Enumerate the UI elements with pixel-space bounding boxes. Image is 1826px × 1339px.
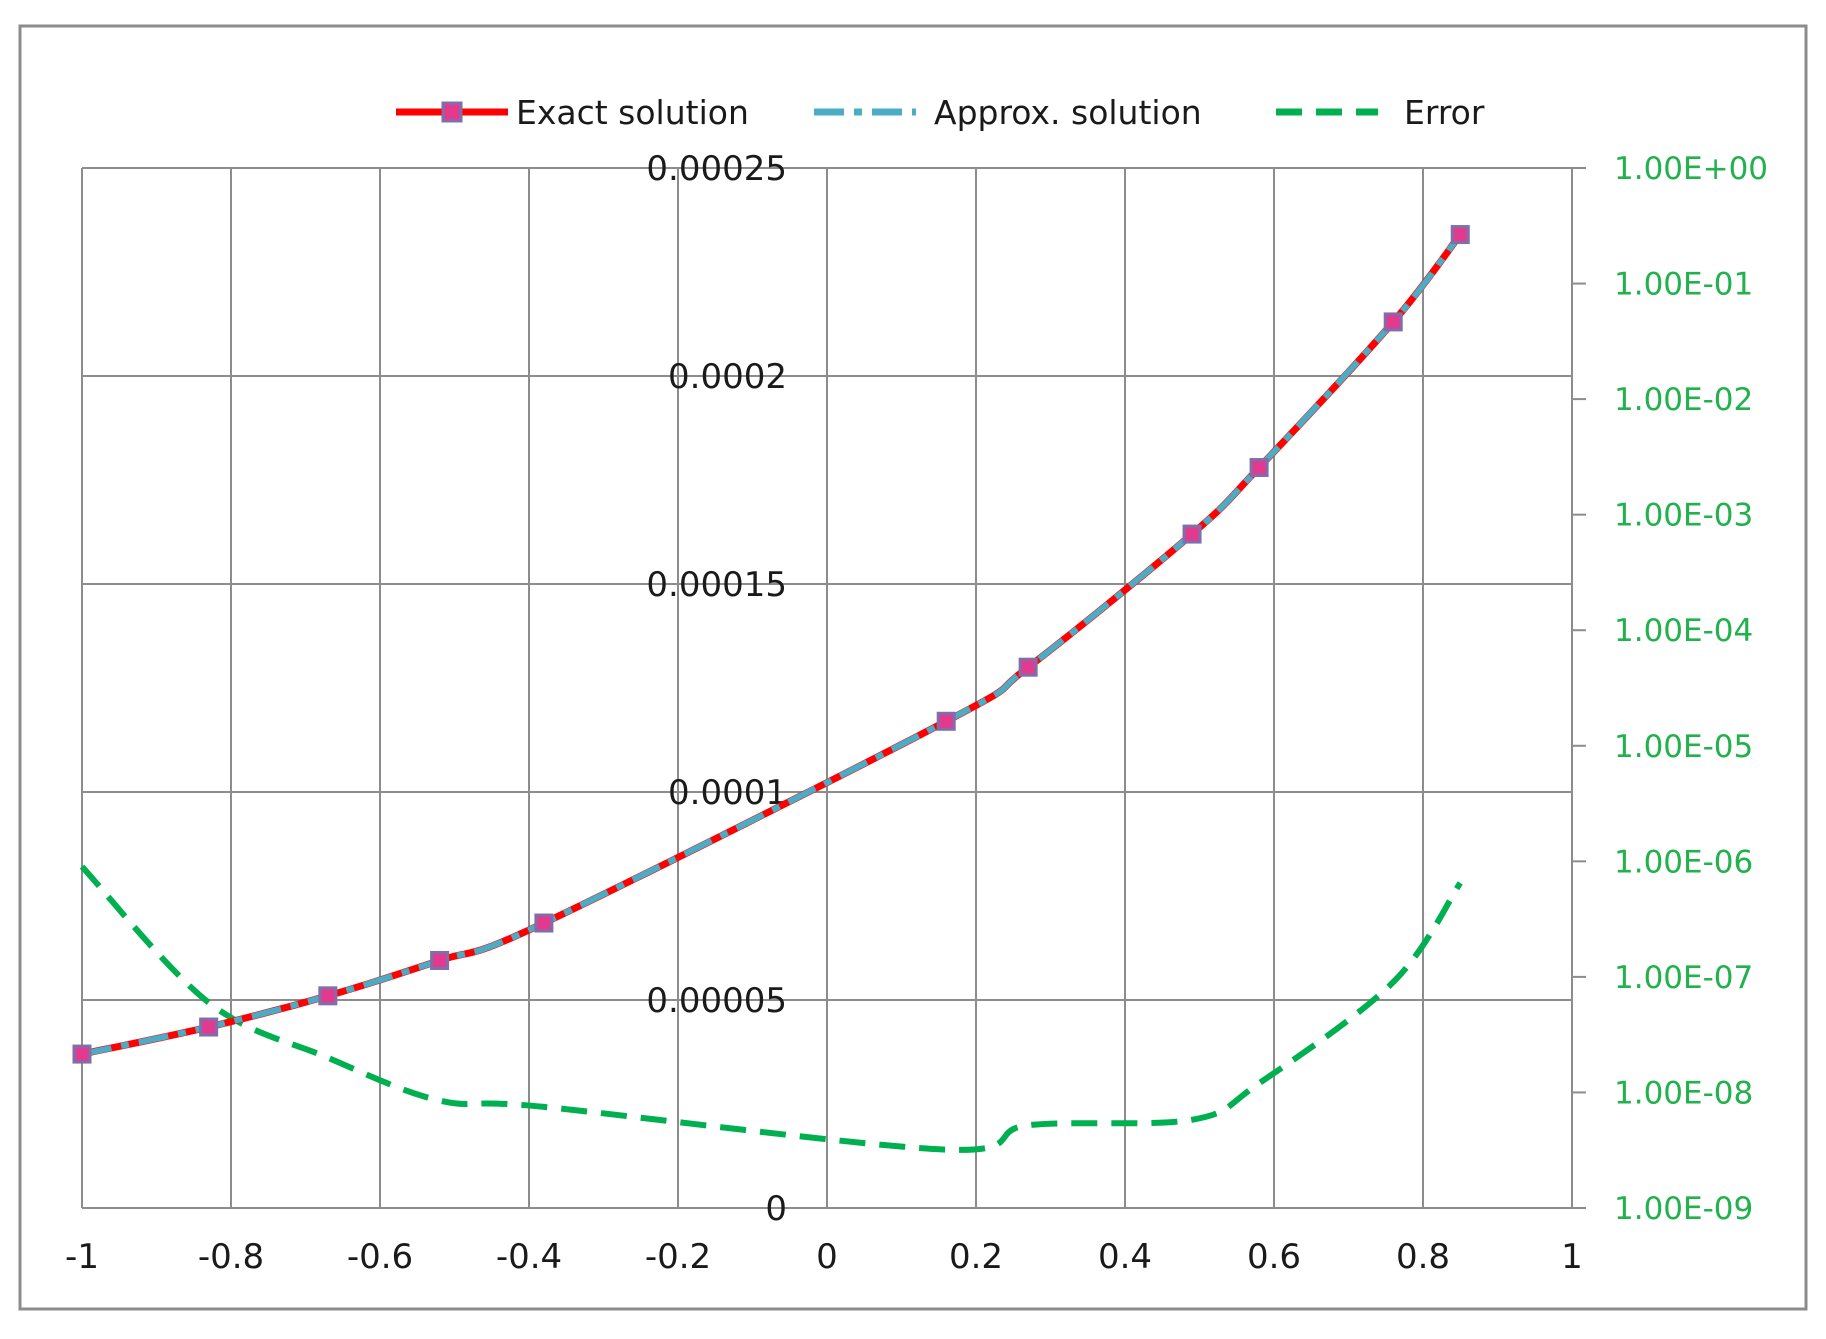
- x-tick-label: 0: [816, 1237, 838, 1277]
- x-tick-label: -0.2: [645, 1237, 711, 1277]
- right-axis-labels: 1.00E-09 1.00E-08 1.00E-07 1.00E-06 1.00E-05…: [1614, 151, 1768, 1227]
- y-tick-label: 0.0001: [668, 773, 787, 813]
- y-tick-label: 0.00005: [646, 981, 787, 1021]
- y2-tick-label: 1.00E-04: [1614, 613, 1753, 649]
- data-point-exact-solution: [1249, 458, 1269, 478]
- y2-tick-label: 1.00E-05: [1614, 729, 1753, 765]
- y2-tick-label: 1.00E+00: [1614, 151, 1768, 187]
- x-tick-label: -0.4: [496, 1237, 562, 1277]
- y2-tick-label: 1.00E-07: [1614, 960, 1753, 996]
- legend-label-approx-solution: Approx. solution: [934, 93, 1202, 132]
- x-tick-label: 0.4: [1098, 1237, 1152, 1277]
- data-point-exact-solution: [534, 913, 554, 933]
- legend-marker-exact-solution: [441, 101, 463, 123]
- data-point-exact-solution: [318, 986, 338, 1006]
- y-tick-label: 0.00025: [646, 149, 787, 189]
- y2-tick-label: 1.00E-08: [1614, 1075, 1753, 1111]
- series-layer: [72, 225, 1470, 1153]
- x-tick-label: -0.8: [198, 1237, 264, 1277]
- y2-tick-label: 1.00E-09: [1614, 1191, 1753, 1227]
- x-tick-label: -1: [65, 1237, 99, 1277]
- x-tick-label: -0.6: [347, 1237, 413, 1277]
- right-axis-ticks: [1572, 167, 1586, 1209]
- data-point-exact-solution: [1383, 312, 1403, 332]
- y2-tick-label: 1.00E-02: [1614, 382, 1753, 418]
- y2-tick-label: 1.00E-06: [1614, 844, 1753, 880]
- left-axis-labels: 0 0.00005 0.0001 0.00015 0.0002 0.00025: [646, 149, 787, 1229]
- y2-tick-label: 1.00E-01: [1614, 267, 1753, 303]
- x-tick-label: 0.6: [1247, 1237, 1301, 1277]
- data-point-exact-solution: [430, 950, 450, 970]
- y-tick-label: 0.00015: [646, 565, 787, 605]
- x-tick-label: 1: [1561, 1237, 1583, 1277]
- y-tick-label: 0.0002: [668, 357, 787, 397]
- data-point-exact-solution: [72, 1044, 92, 1064]
- legend-label-error: Error: [1404, 93, 1485, 132]
- legend: Exact solution Approx. solution Error: [396, 93, 1485, 132]
- data-point-exact-solution: [936, 711, 956, 731]
- data-point-exact-solution: [1450, 225, 1470, 245]
- y2-tick-label: 1.00E-03: [1614, 498, 1753, 534]
- legend-label-exact-solution: Exact solution: [516, 93, 749, 132]
- y-tick-label: 0: [765, 1189, 787, 1229]
- data-point-exact-solution: [1182, 524, 1202, 544]
- x-axis-labels: -1 -0.8 -0.6 -0.4 -0.2 0 0.2 0.4 0.6 0.8 1: [65, 1237, 1583, 1277]
- data-point-exact-solution: [1018, 657, 1038, 677]
- series-line-approx-solution: [81, 232, 1463, 1058]
- x-tick-label: 0.8: [1396, 1237, 1450, 1277]
- series-line-error: [79, 864, 1463, 1153]
- grid: [81, 167, 1573, 1209]
- x-tick-label: 0.2: [949, 1237, 1003, 1277]
- data-point-exact-solution: [199, 1017, 219, 1037]
